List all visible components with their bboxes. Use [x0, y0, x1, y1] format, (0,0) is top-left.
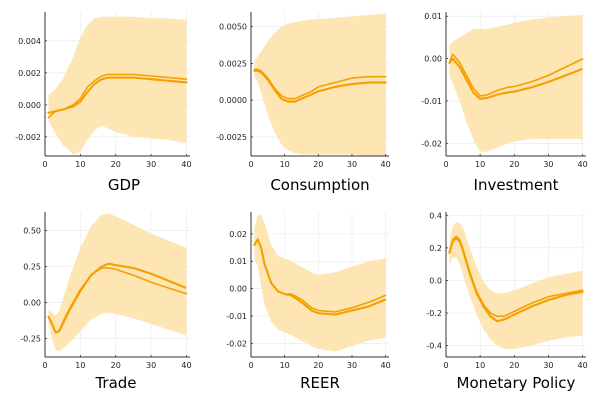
x-tick-label: 10 [475, 361, 485, 370]
estimate-line [47, 262, 188, 334]
confidence-band [254, 214, 386, 352]
y-tick-label: 0.002 [18, 69, 41, 78]
estimate-line [448, 237, 584, 323]
x-axis-label: GDP [108, 176, 140, 194]
y-tick-label: -0.25 [20, 334, 41, 343]
x-tick-label: 0 [42, 160, 47, 169]
x-tick-label: 10 [475, 160, 485, 169]
x-tick-label: 40 [181, 361, 191, 370]
x-tick-label: 40 [181, 160, 191, 169]
y-tick-label: 0.2 [429, 244, 442, 253]
x-axis-label: Trade [94, 374, 136, 392]
y-tick-label: 0.00 [23, 298, 41, 307]
x-tick-label: 40 [577, 160, 587, 169]
y-tick-label: 0.50 [23, 227, 41, 236]
y-tick-label: 0.0000 [219, 96, 247, 105]
x-tick-label: 10 [75, 361, 85, 370]
y-tick-label: -0.02 [226, 339, 247, 348]
estimate-line [253, 69, 387, 103]
y-tick-label: -0.2 [426, 309, 442, 318]
x-tick-label: 40 [381, 160, 391, 169]
y-tick-label: 0.004 [18, 37, 41, 46]
x-tick-label: 30 [146, 361, 156, 370]
chart-panel-3: 0 10 20 30 40 -0.02 -0.01 0.00 0.01 Investment [421, 12, 588, 194]
estimate-line [253, 238, 387, 316]
y-tick-label: 0.0050 [219, 23, 247, 32]
x-tick-label: 30 [146, 160, 156, 169]
x-tick-label: 0 [42, 361, 47, 370]
x-tick-label: 0 [443, 361, 448, 370]
x-axis-label: Investment [474, 176, 559, 194]
estimate-line [47, 76, 188, 114]
x-tick-label: 30 [543, 361, 553, 370]
y-tick-label: -0.002 [15, 133, 41, 142]
y-tick-label: 0.4 [429, 211, 442, 220]
median-line [448, 235, 584, 318]
confidence-band [48, 16, 187, 155]
x-tick-label: 10 [280, 361, 290, 370]
estimate-line [448, 57, 584, 100]
x-tick-label: 20 [313, 160, 323, 169]
x-axis-label: REER [300, 374, 340, 392]
x-tick-label: 40 [381, 361, 391, 370]
chart-panel-6: 0 10 20 30 40 -0.4 -0.2 0.0 0.2 0.4 Monetary Polic… [426, 211, 587, 392]
x-tick-label: 30 [347, 160, 357, 169]
confidence-band [254, 13, 386, 156]
y-tick-label: -0.0025 [216, 133, 247, 142]
confidence-band [449, 15, 583, 152]
x-tick-label: 20 [313, 361, 323, 370]
x-axis-label: Monetary Policy [457, 374, 576, 392]
chart-panel-4: 0 10 20 30 40 -0.25 0.00 0.25 0.50 Trade [20, 212, 192, 392]
chart-panel-5: 0 10 20 30 40 -0.02 -0.01 0.00 0.01 0.02 REER [226, 212, 391, 392]
confidence-band [449, 221, 583, 349]
x-axis-label: Consumption [270, 176, 369, 194]
x-tick-label: 30 [543, 160, 553, 169]
y-tick-label: 0.0025 [219, 59, 247, 68]
x-tick-label: 20 [111, 160, 121, 169]
y-tick-label: 0.0 [429, 276, 442, 285]
x-tick-label: 40 [577, 361, 587, 370]
y-tick-label: 0.01 [229, 257, 247, 266]
median-line [448, 53, 584, 97]
chart-panel-2: 0 10 20 30 40 -0.0025 0.0000 0.0025 0.0050 Consum… [216, 12, 391, 194]
x-tick-label: 0 [443, 160, 448, 169]
x-tick-label: 30 [347, 361, 357, 370]
y-tick-label: 0.01 [424, 12, 442, 21]
y-tick-label: 0.02 [229, 230, 247, 239]
x-tick-label: 20 [509, 361, 519, 370]
y-tick-label: 0.00 [229, 285, 247, 294]
y-tick-label: -0.4 [426, 342, 442, 351]
x-tick-label: 20 [111, 361, 121, 370]
chart-panel-1: 0 10 20 30 40 -0.002 0.000 0.002 0.004 GDP [15, 12, 192, 194]
x-tick-label: 10 [280, 160, 290, 169]
x-tick-label: 0 [248, 160, 253, 169]
confidence-band [48, 213, 187, 352]
y-tick-label: 0.25 [23, 263, 41, 272]
y-tick-label: 0.00 [424, 55, 442, 64]
y-tick-label: -0.01 [226, 312, 247, 321]
x-tick-label: 0 [248, 361, 253, 370]
y-tick-label: -0.01 [421, 97, 442, 106]
x-tick-label: 10 [75, 160, 85, 169]
y-tick-label: -0.02 [421, 139, 442, 148]
y-tick-label: 0.000 [18, 101, 41, 110]
x-tick-label: 20 [509, 160, 519, 169]
